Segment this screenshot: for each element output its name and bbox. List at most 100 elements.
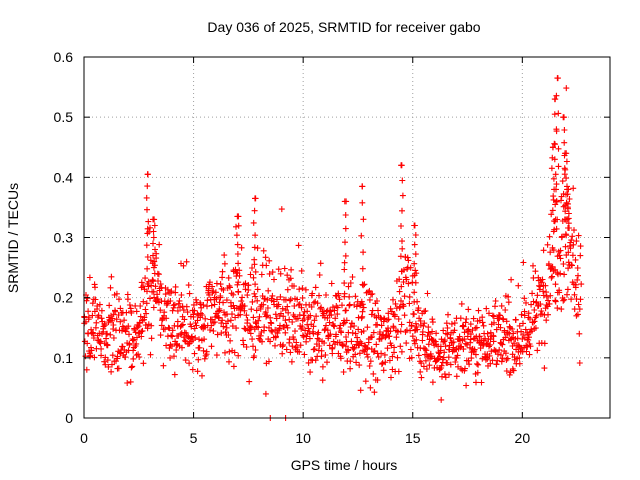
data-point: [384, 345, 391, 352]
data-point: [538, 308, 545, 314]
data-point: [307, 312, 314, 319]
data-point: [527, 316, 533, 322]
data-point: [189, 366, 196, 373]
data-point: [85, 308, 92, 315]
data-point: [445, 354, 452, 361]
data-point: [453, 373, 460, 380]
data-point: [244, 292, 251, 299]
data-point: [371, 389, 378, 396]
data-point: [251, 290, 258, 297]
data-point: [176, 297, 183, 304]
data-point: [183, 258, 190, 265]
data-point: [528, 301, 535, 308]
data-point: [289, 343, 296, 350]
data-point: [289, 319, 296, 325]
data-point: [537, 301, 544, 308]
data-point: [520, 259, 527, 266]
data-point: [88, 347, 95, 354]
data-point: [342, 225, 349, 232]
data-point: [240, 337, 246, 344]
data-point: [169, 327, 176, 334]
data-point: [357, 387, 364, 394]
data-point: [538, 279, 545, 286]
data-point: [401, 293, 408, 300]
data-point: [336, 325, 343, 332]
data-point: [569, 233, 576, 240]
data-point: [283, 346, 290, 353]
data-point: [493, 361, 500, 368]
data-point: [565, 210, 572, 217]
data-point: [230, 291, 237, 298]
data-point: [266, 270, 273, 277]
data-point: [162, 326, 168, 333]
data-point: [158, 322, 165, 329]
data-point: [223, 297, 230, 304]
data-point: [222, 349, 228, 356]
data-point: [129, 337, 136, 344]
data-point: [341, 266, 348, 273]
data-point: [171, 301, 178, 308]
data-point: [556, 252, 563, 259]
data-point: [233, 325, 240, 332]
data-point: [194, 368, 201, 375]
data-point: [231, 349, 238, 356]
data-point: [321, 340, 328, 346]
data-point: [150, 264, 157, 271]
data-point: [389, 353, 396, 360]
data-point: [257, 332, 264, 339]
data-point: [113, 316, 120, 323]
data-point: [385, 316, 392, 323]
data-point: [255, 317, 262, 324]
data-point: [576, 306, 583, 313]
data-point: [360, 347, 366, 354]
data-point: [137, 313, 144, 320]
data-point: [405, 257, 412, 264]
data-point: [388, 374, 394, 381]
data-point: [369, 333, 375, 340]
data-point: [374, 377, 381, 384]
data-point: [498, 340, 505, 347]
data-point: [462, 365, 468, 372]
data-point: [366, 296, 373, 303]
data-point: [324, 359, 330, 366]
data-point: [484, 330, 491, 337]
data-point: [232, 266, 239, 273]
data-point: [572, 281, 579, 288]
data-point: [84, 295, 91, 302]
data-point: [117, 318, 124, 325]
data-point: [207, 327, 213, 333]
data-point: [509, 326, 516, 332]
data-point: [359, 199, 366, 206]
data-point: [551, 218, 557, 224]
data-point: [576, 360, 583, 366]
data-point: [446, 371, 452, 378]
data-point: [306, 335, 313, 342]
data-point: [331, 323, 338, 330]
data-point: [460, 346, 467, 353]
data-point: [502, 350, 509, 357]
data-point: [214, 331, 221, 338]
data-point: [284, 303, 291, 310]
data-point: [282, 329, 289, 336]
data-point: [172, 289, 179, 296]
data-point: [561, 271, 568, 278]
data-point: [143, 242, 150, 249]
data-point: [208, 316, 215, 323]
data-point: [241, 325, 248, 332]
data-point: [447, 361, 454, 368]
data-point: [141, 314, 148, 321]
data-point: [160, 362, 167, 369]
data-point: [167, 354, 174, 361]
data-point: [398, 283, 405, 290]
data-point: [370, 329, 377, 336]
data-point: [110, 322, 117, 328]
data-point: [400, 279, 407, 285]
data-point: [250, 354, 257, 361]
data-point: [133, 340, 140, 347]
data-point: [329, 344, 336, 351]
data-point: [381, 315, 387, 322]
data-point: [568, 261, 575, 268]
data-point: [568, 296, 575, 303]
data-point: [106, 316, 113, 323]
data-point: [575, 232, 582, 239]
